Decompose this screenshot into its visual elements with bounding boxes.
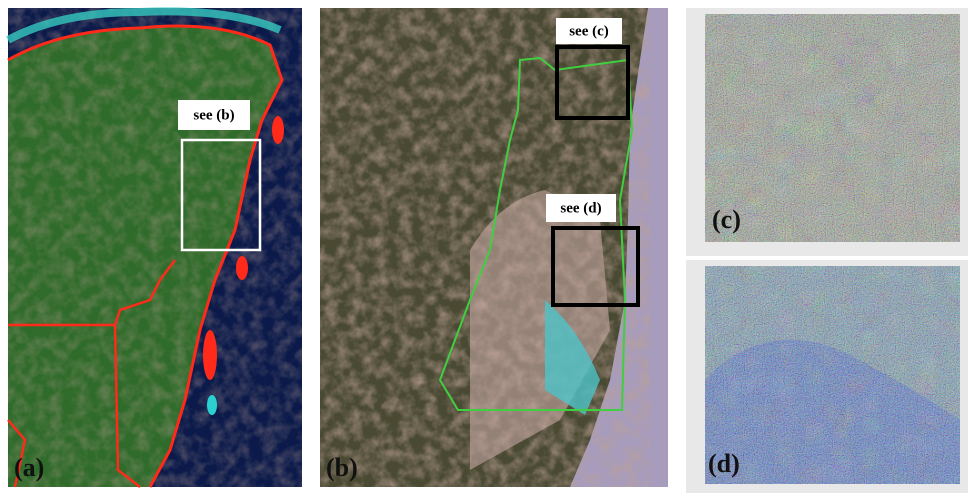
figure: see (b) (a) see (c) see (d) (b) (c) (d) (0, 0, 977, 493)
panel-d: (d) (686, 260, 968, 493)
panel-a: see (b) (a) (8, 8, 302, 487)
noise (705, 266, 960, 484)
panel-c: (c) (686, 8, 968, 256)
island (236, 256, 248, 280)
panel-label: (c) (712, 205, 741, 234)
island (203, 330, 217, 380)
panel-label: (d) (708, 449, 740, 478)
panel-label: (a) (14, 453, 44, 482)
callout: see (c) (569, 23, 609, 39)
panel-label: (b) (326, 453, 358, 482)
island (207, 395, 217, 415)
panel-b: see (c) see (d) (b) (320, 8, 668, 487)
island (272, 116, 284, 144)
noise (705, 14, 960, 242)
callout: see (d) (560, 200, 601, 216)
texture (8, 8, 302, 487)
callout: see (b) (193, 107, 234, 123)
